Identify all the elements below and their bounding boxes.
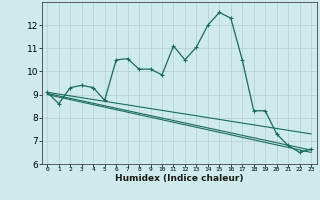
- X-axis label: Humidex (Indice chaleur): Humidex (Indice chaleur): [115, 174, 244, 183]
